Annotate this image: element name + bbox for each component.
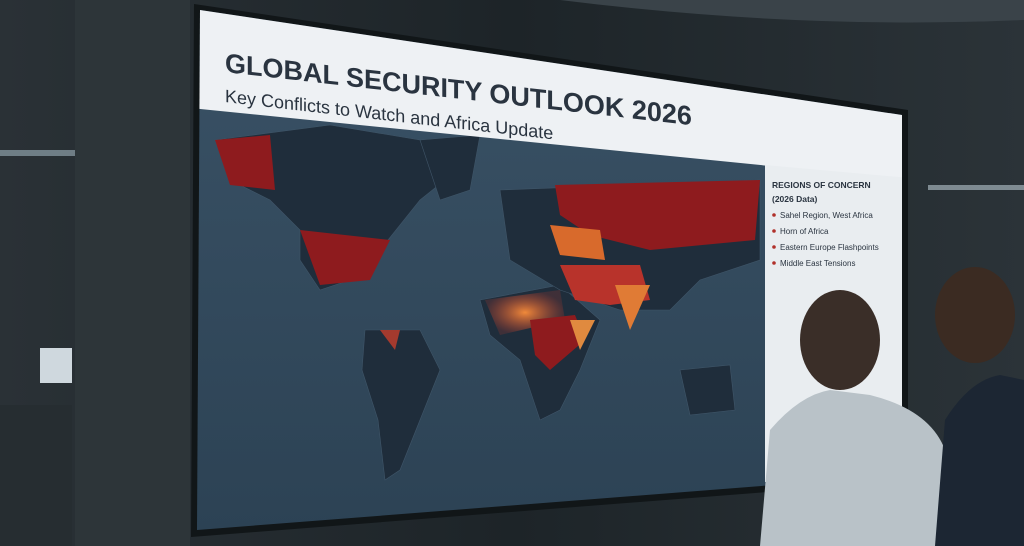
bullet bbox=[772, 245, 776, 249]
people bbox=[760, 267, 1024, 546]
pillar bbox=[75, 0, 190, 546]
legend: REGIONS OF CONCERN (2026 Data) Sahel Reg… bbox=[772, 180, 879, 268]
monitor bbox=[40, 348, 72, 383]
panel-subtitle: (2026 Data) bbox=[772, 194, 818, 204]
greenland bbox=[419, 134, 481, 201]
russia bbox=[555, 180, 760, 250]
legend-items: Sahel Region, West Africa Horn of Africa E… bbox=[772, 211, 879, 268]
ceiling bbox=[560, 0, 1024, 23]
india bbox=[615, 285, 650, 330]
panel-title: REGIONS OF CONCERN bbox=[772, 180, 871, 190]
colombia bbox=[380, 330, 400, 350]
header-band bbox=[197, 10, 902, 180]
conflict-areas bbox=[215, 135, 760, 370]
person-shirt bbox=[760, 390, 955, 546]
bullet bbox=[772, 261, 776, 265]
person-head bbox=[935, 267, 1015, 363]
eastern-europe bbox=[550, 225, 605, 260]
bullet bbox=[772, 229, 776, 233]
legend-item: Horn of Africa bbox=[780, 227, 829, 236]
ceiling-light bbox=[0, 150, 75, 156]
australia bbox=[679, 364, 736, 416]
alaska bbox=[215, 135, 275, 190]
legend-item: Middle East Tensions bbox=[780, 259, 855, 268]
desk bbox=[0, 405, 72, 546]
person-head bbox=[800, 290, 880, 390]
central-africa bbox=[530, 315, 585, 370]
usa bbox=[300, 230, 390, 285]
ceiling-light bbox=[928, 185, 1024, 190]
legend-item: Sahel Region, West Africa bbox=[780, 211, 873, 220]
person-suit bbox=[935, 375, 1024, 546]
bullet bbox=[772, 213, 776, 217]
south-america bbox=[361, 329, 441, 481]
horn-of-africa bbox=[570, 320, 595, 350]
legend-item: Eastern Europe Flashpoints bbox=[780, 243, 879, 252]
